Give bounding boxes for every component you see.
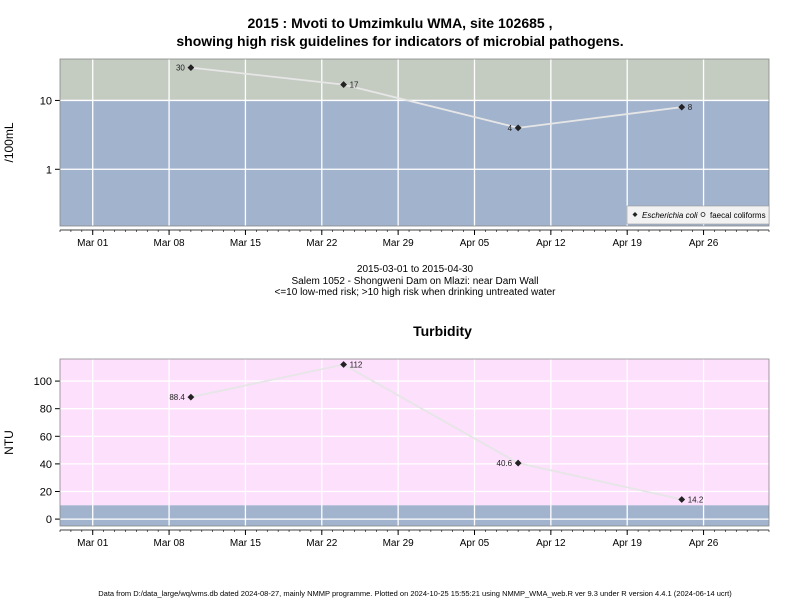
microbial-data-label: 30 [176, 64, 185, 73]
site-caption: Salem 1052 - Shongweni Dam on Mlazi: nea… [291, 276, 539, 287]
turbidity-data-point [187, 393, 195, 401]
turbidity-x-tick-label: Mar 15 [230, 538, 262, 549]
date-range-caption: 2015-03-01 to 2015-04-30 [356, 264, 474, 275]
microbial-x-tick-label: Mar 22 [306, 238, 338, 249]
microbial-upper-band [60, 59, 769, 101]
microbial-x-tick-label: Mar 01 [77, 238, 109, 249]
footer-note: Data from D:/data_large/wq/wms.db dated … [98, 589, 732, 598]
chart-title-line2: showing high risk guidelines for indicat… [176, 33, 624, 49]
turbidity-x-tick-label: Mar 01 [77, 538, 109, 549]
turbidity-x-tick-label: Apr 12 [536, 538, 566, 549]
turbidity-ytick-label: 20 [40, 486, 52, 498]
legend-ecoli-label: Escherichia coli [642, 211, 698, 220]
turbidity-data-label: 88.4 [169, 393, 185, 402]
turbidity-ytick-label: 60 [40, 431, 52, 443]
turbidity-data-label: 112 [350, 361, 363, 370]
turbidity-ytick-label: 40 [40, 459, 52, 471]
microbial-data-point [187, 64, 195, 72]
microbial-data-label: 17 [350, 81, 359, 90]
turbidity-data-label: 14.2 [688, 496, 704, 505]
microbial-data-point [678, 103, 686, 111]
legend-faecal-marker [700, 212, 706, 217]
turbidity-series-line [190, 363, 682, 501]
turbidity-x-tick-label: Apr 05 [460, 538, 490, 549]
turbidity-x-tick-label: Mar 29 [383, 538, 415, 549]
microbial-data-point [514, 124, 522, 132]
microbial-data-point [340, 81, 347, 88]
turbidity-y-axis-label: NTU [2, 430, 16, 455]
microbial-x-tick-label: Mar 15 [230, 238, 262, 249]
microbial-y-axis-label: /100mL [2, 122, 16, 162]
risk-caption: <=10 low-med risk; >10 high risk when dr… [274, 287, 556, 298]
microbial-x-tick-label: Apr 19 [612, 238, 642, 249]
legend-box [626, 205, 770, 225]
turbidity-data-label: 40.6 [497, 459, 513, 468]
turbidity-x-tick-label: Apr 26 [689, 538, 719, 549]
microbial-x-tick-label: Mar 08 [154, 238, 186, 249]
turbidity-data-point [514, 459, 522, 467]
microbial-ytick-label: 1 [46, 164, 52, 176]
turbidity-x-tick-label: Mar 08 [154, 538, 186, 549]
turbidity-ytick-label: 100 [34, 376, 52, 388]
turbidity-title: Turbidity [413, 323, 472, 339]
microbial-series-line [190, 66, 682, 129]
microbial-x-tick-label: Apr 05 [460, 238, 490, 249]
turbidity-upper-band [60, 359, 769, 506]
turbidity-ytick-label: 80 [40, 404, 52, 416]
microbial-data-label: 4 [508, 124, 513, 133]
legend-ecoli-marker [632, 212, 638, 217]
legend-faecal-label: faecal coliforms [710, 211, 766, 220]
microbial-frame [59, 58, 770, 227]
microbial-ytick-label: 10 [40, 95, 52, 107]
turbidity-data-point [340, 361, 347, 368]
turbidity-x-tick-label: Apr 19 [612, 538, 642, 549]
microbial-lower-band [60, 100, 769, 226]
microbial-x-tick-label: Apr 12 [536, 238, 566, 249]
turbidity-x-tick-label: Mar 22 [306, 538, 338, 549]
turbidity-ytick-label: 0 [46, 514, 52, 526]
turbidity-data-point [678, 496, 686, 503]
turbidity-frame [59, 358, 770, 527]
microbial-x-tick-label: Apr 26 [689, 238, 719, 249]
chart-title-line1: 2015 : Mvoti to Umzimkulu WMA, site 1026… [247, 15, 553, 31]
microbial-data-label: 8 [688, 103, 693, 112]
microbial-x-tick-label: Mar 29 [383, 238, 415, 249]
chart-title: 2015 : Mvoti to Umzimkulu WMA, site 1026… [0, 14, 800, 50]
turbidity-lower-band [60, 505, 769, 526]
